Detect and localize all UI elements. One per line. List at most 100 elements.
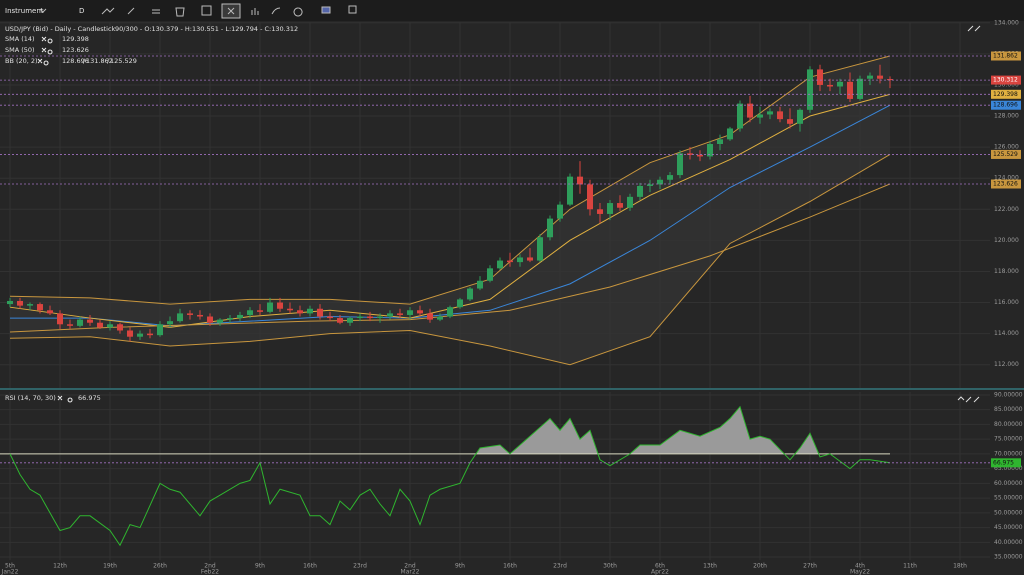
candle-body bbox=[37, 304, 43, 311]
interval-button[interactable]: D bbox=[79, 7, 84, 15]
candle-body bbox=[387, 313, 393, 317]
x-tick-label: 16th bbox=[503, 563, 517, 570]
y-tick-label: 50.00000 bbox=[994, 509, 1023, 516]
candle-body bbox=[737, 103, 743, 129]
candle-body bbox=[627, 196, 633, 208]
x-tick-month: Apr22 bbox=[651, 569, 669, 575]
indicator-icons[interactable] bbox=[37, 58, 49, 66]
candle-body bbox=[217, 319, 223, 323]
candle-body bbox=[697, 154, 703, 157]
x-tick-label: 27th bbox=[803, 563, 817, 570]
legend-value: 131.862 bbox=[86, 57, 113, 65]
pane-controls[interactable] bbox=[957, 396, 980, 403]
legend-value: 129.398 bbox=[62, 35, 89, 43]
x-tick-label: 26th bbox=[153, 563, 167, 570]
y-tick-label: 124.000 bbox=[994, 175, 1019, 182]
expand-icon[interactable] bbox=[967, 25, 981, 32]
x-tick-month: Mar22 bbox=[401, 569, 420, 575]
toolbar bbox=[0, 0, 1024, 21]
y-tick-label: 112.000 bbox=[994, 361, 1019, 368]
candle-body bbox=[607, 203, 613, 214]
candle-body bbox=[67, 324, 73, 326]
candle-body bbox=[197, 314, 203, 317]
candle-body bbox=[807, 69, 813, 110]
candle-body bbox=[157, 324, 163, 336]
x-tick-month: Feb22 bbox=[201, 569, 219, 575]
price-marker bbox=[991, 75, 1021, 85]
y-tick-label: 90.00000 bbox=[994, 391, 1023, 398]
candle-body bbox=[187, 313, 193, 315]
x-tick-label: 13th bbox=[703, 563, 717, 570]
candle-body bbox=[577, 176, 583, 185]
candle-body bbox=[517, 257, 523, 263]
price-marker bbox=[991, 51, 1021, 61]
x-tick-label: 6th bbox=[655, 563, 665, 570]
price-marker bbox=[991, 179, 1021, 189]
candle-body bbox=[97, 322, 103, 328]
candle-body bbox=[57, 313, 63, 325]
candle-body bbox=[637, 185, 643, 197]
candle-body bbox=[567, 176, 573, 205]
candle-body bbox=[257, 310, 263, 312]
toolbar-icons[interactable] bbox=[101, 3, 357, 19]
candle-body bbox=[147, 333, 153, 336]
legend-name: SMA (50) bbox=[5, 46, 35, 54]
price-marker bbox=[991, 458, 1021, 468]
candle-body bbox=[247, 310, 253, 315]
y-tick-label: 70.00000 bbox=[994, 450, 1023, 457]
x-tick-label: 4th bbox=[855, 563, 865, 570]
price-marker-label: 129.398 bbox=[993, 91, 1018, 98]
candle-body bbox=[797, 109, 803, 124]
candle-body bbox=[677, 153, 683, 176]
y-tick-label: 122.000 bbox=[994, 206, 1019, 213]
y-tick-label: 134.000 bbox=[994, 19, 1019, 26]
candle-body bbox=[867, 75, 873, 79]
candle-body bbox=[87, 319, 93, 323]
candle-body bbox=[757, 114, 763, 118]
candle-body bbox=[317, 308, 323, 317]
x-tick-label: 30th bbox=[603, 563, 617, 570]
candle-body bbox=[617, 203, 623, 208]
x-tick-label: 5th bbox=[5, 563, 15, 570]
legend-separator: / bbox=[107, 57, 110, 65]
candle-body bbox=[767, 111, 773, 115]
indicator-icons[interactable] bbox=[41, 47, 53, 55]
x-tick-label: 23rd bbox=[353, 563, 367, 570]
indicator-icons[interactable] bbox=[57, 395, 73, 403]
rsi-line bbox=[9, 405, 891, 547]
candle-body bbox=[647, 184, 653, 186]
bollinger-line bbox=[9, 55, 891, 305]
candle-body bbox=[307, 308, 313, 314]
y-tick-label: 55.00000 bbox=[994, 495, 1023, 502]
candle-body bbox=[397, 313, 403, 315]
y-tick-label: 116.000 bbox=[994, 299, 1019, 306]
candle-body bbox=[857, 78, 863, 99]
y-tick-label: 126.000 bbox=[994, 144, 1019, 151]
candle-body bbox=[817, 69, 823, 85]
candle-body bbox=[427, 313, 433, 320]
candle-body bbox=[117, 324, 123, 331]
candle-body bbox=[537, 237, 543, 261]
price-marker bbox=[991, 89, 1021, 99]
candle-body bbox=[227, 318, 233, 320]
price-marker-label: 130.312 bbox=[993, 77, 1018, 84]
candle-body bbox=[347, 318, 353, 323]
y-tick-label: 35.00000 bbox=[994, 554, 1023, 561]
legend-info: 90/300 - O:130.379 - H:130.551 - L:129.7… bbox=[115, 25, 298, 33]
instrument-button[interactable]: Instrument bbox=[5, 7, 44, 15]
legend-value: 66.975 bbox=[78, 394, 101, 402]
candle-body bbox=[137, 333, 143, 337]
price-marker bbox=[991, 149, 1021, 159]
candle-body bbox=[237, 314, 243, 319]
candle-body bbox=[47, 310, 53, 314]
candle-body bbox=[827, 84, 833, 87]
y-tick-label: 80.00000 bbox=[994, 421, 1023, 428]
candle-body bbox=[707, 144, 713, 157]
candle-body bbox=[877, 75, 883, 79]
indicator-icons[interactable] bbox=[41, 36, 53, 44]
legend-title: USD/JPY (Bid) - Daily - Candlestick bbox=[5, 25, 116, 33]
candle-body bbox=[17, 300, 23, 306]
candle-body bbox=[267, 302, 273, 312]
price-marker-label: 128.696 bbox=[993, 102, 1018, 109]
y-tick-label: 45.00000 bbox=[994, 524, 1023, 531]
